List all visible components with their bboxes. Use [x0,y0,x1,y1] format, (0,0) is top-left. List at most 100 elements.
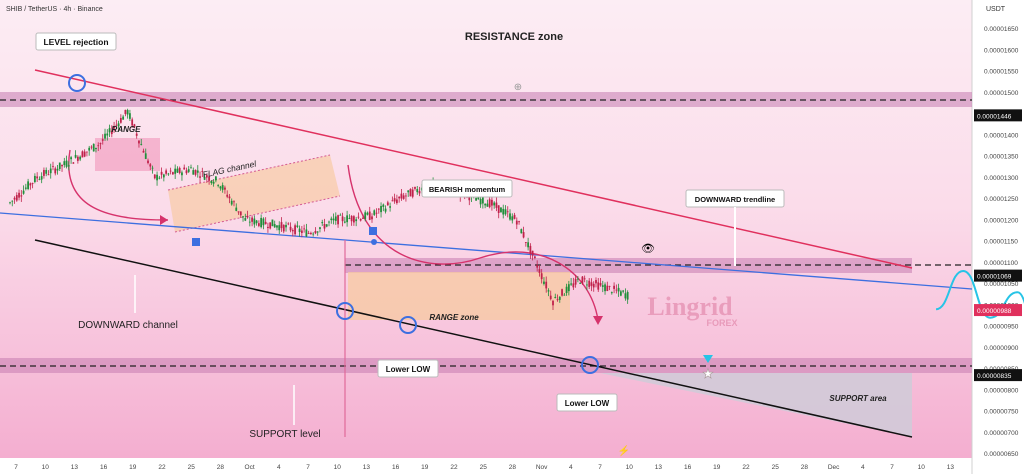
downward-channel-label: DOWNWARD channel [78,320,178,331]
x-tick-label: 22 [742,464,750,471]
lower-low-callout-2: Lower LOW [556,393,618,412]
y-tick-label: 0.00001150 [984,239,1018,246]
candle-body [212,181,215,184]
candle-body [45,170,48,174]
support-area-fill [590,373,912,437]
candle-body [133,124,136,128]
x-tick-label: 25 [188,464,196,471]
rejection-marker [68,74,86,92]
candle-body [224,187,226,190]
candle-body [393,198,396,202]
candle-body [74,154,77,158]
candle-body [588,280,591,287]
candle-body [9,202,11,204]
candle-body [278,225,281,231]
candle-body [622,290,625,292]
x-axis: 7 10 13 16 19 22 25 28 Oct 4 7 10 13 16 19 22 25 28 Nov 4 7 1… [14,464,954,471]
candle-body [99,143,102,145]
candle-body [167,173,170,175]
candle-body [282,224,285,232]
x-tick-label: 7 [890,464,894,471]
candle-body [269,222,272,229]
candle-body [353,216,355,223]
candle-body [56,168,59,171]
lower-low-label-1: Lower LOW [386,365,431,374]
candle-body [289,226,292,231]
candle-body [31,183,34,184]
downward-trendline-callout: DOWNWARD trendline [685,189,785,266]
candle-body [79,156,82,160]
candle-body [36,176,39,179]
y-tick-label: 0.00001100 [984,260,1018,267]
lower-low-callout-1: Lower LOW [377,359,439,378]
candle-body [298,228,301,233]
candle-body [246,215,249,218]
candle-body [88,147,91,151]
level-rejection-label: LEVEL rejection [43,37,108,47]
alert-icon: ⊕ [514,82,522,93]
candle-body [520,229,523,234]
candle-body [608,285,611,287]
candle-body [58,162,61,169]
lower-low-marker-1 [399,316,417,334]
candle-body [332,218,335,221]
candle-body [101,139,104,141]
symbol-header: SHIB / TetherUS · 4h · Binance [6,6,103,13]
candle-body [540,273,543,280]
candle-body [294,225,296,235]
x-tick-label: 13 [655,464,663,471]
candle-body [343,221,346,223]
candle-body [475,198,477,201]
candle-body [543,281,545,284]
candle-body [362,217,364,219]
momentum-icon [369,227,377,235]
time-axis-panel [0,458,972,474]
candle-body [613,285,615,289]
price-axis-panel [972,0,1024,474]
candle-body [321,222,324,224]
x-tick-label: 28 [509,464,517,471]
candle-body [291,230,294,232]
candle-body [330,218,333,221]
price-tag-label: 0.00000835 [977,373,1012,380]
candle-body [29,183,32,186]
x-tick-label: Oct [245,464,255,471]
candle-body [219,186,222,189]
watermark-text: Lingrid [647,292,733,321]
candle-body [597,282,600,290]
x-tick-label: 25 [772,464,780,471]
low-marker-1 [336,302,354,320]
candle-body [110,130,113,135]
candle-body [285,224,287,228]
candle-body [300,230,303,234]
candle-body [165,170,168,174]
y-tick-label: 0.00000800 [984,387,1019,394]
candle-body [307,232,310,234]
candle-body [414,187,416,189]
y-tick-label: 0.00001050 [984,281,1019,288]
candle-body [484,203,487,206]
candle-body [316,231,319,233]
candle-body [86,151,88,153]
candle-body [334,216,337,221]
y-tick-label: 0.00000700 [984,430,1019,437]
candle-body [606,285,609,292]
candle-body [384,208,387,212]
x-tick-label: 10 [42,464,50,471]
candle-body [63,161,66,166]
candle-body [33,175,36,182]
candle-body [592,283,595,288]
candle-body [531,250,534,256]
candle-body [115,124,118,126]
candle-body [586,284,588,286]
candle-body [409,188,412,197]
candle-body [174,168,177,174]
candle-body [54,168,57,174]
candle-body [18,192,20,198]
candle-body [22,190,25,194]
candle-body [348,218,351,219]
x-tick-label: 25 [480,464,488,471]
candle-body [138,140,140,144]
candle-body [513,214,516,219]
